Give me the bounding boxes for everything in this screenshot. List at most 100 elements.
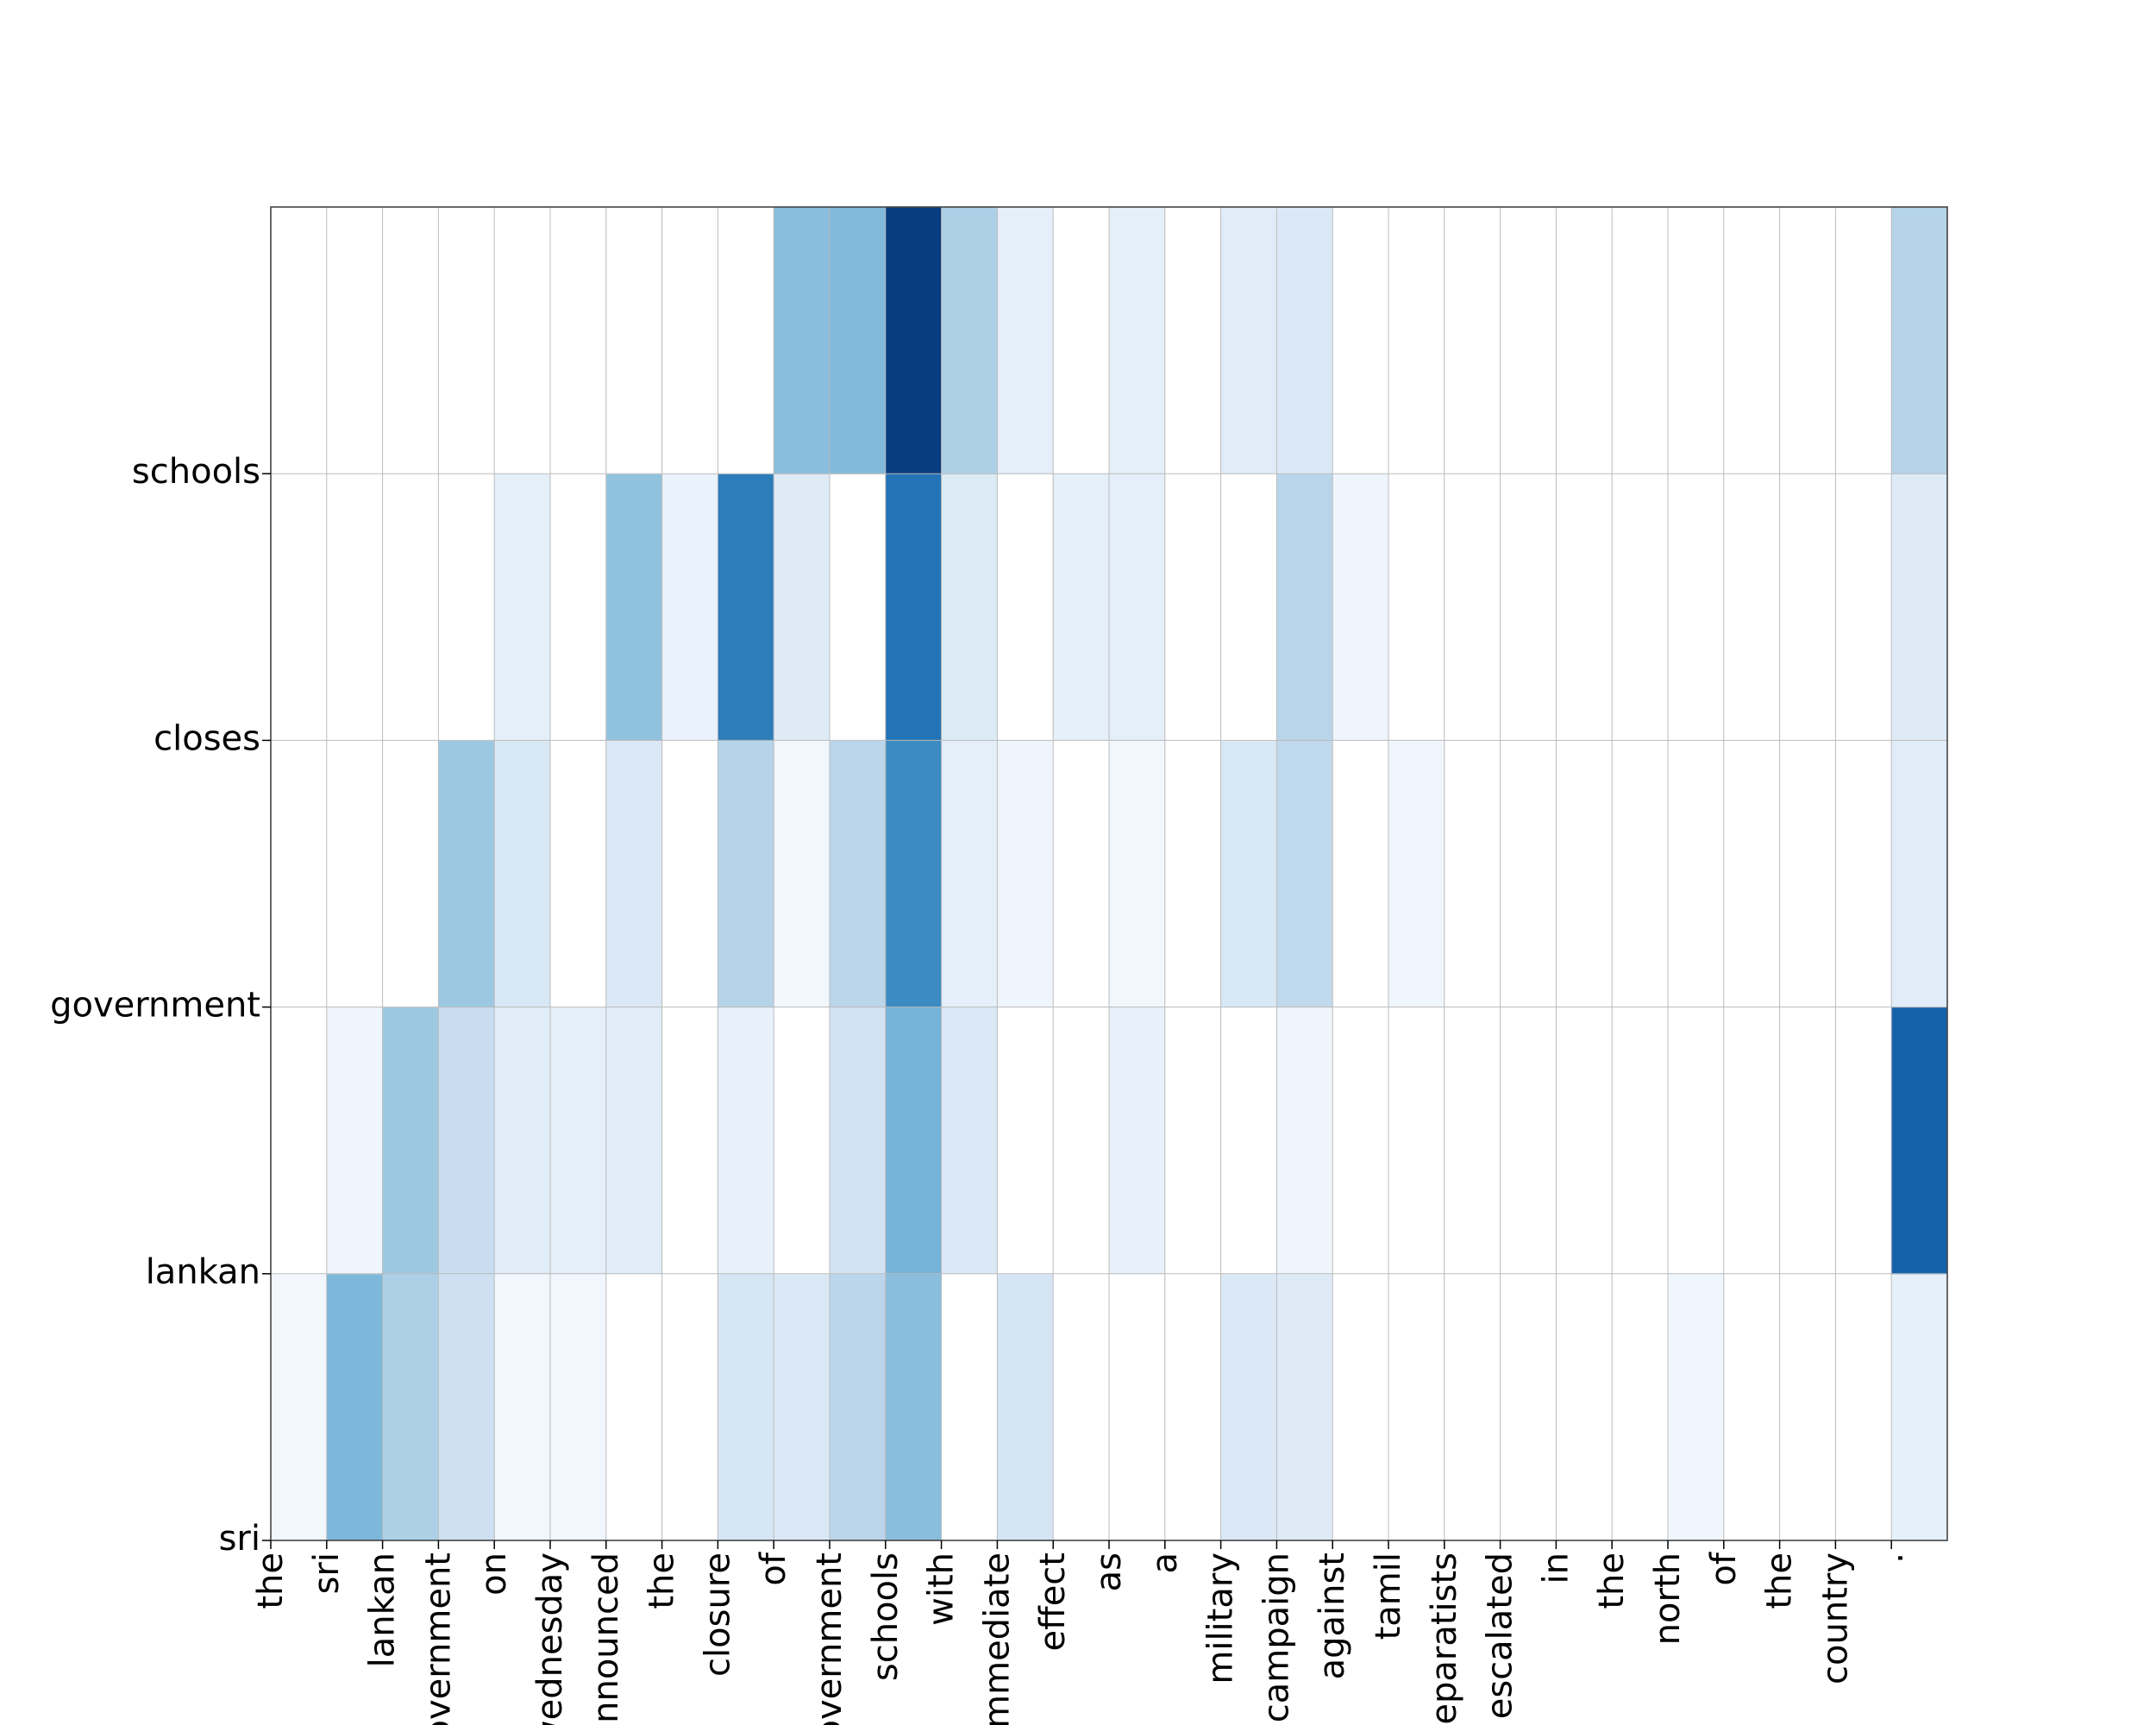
heatmap-cell [997,207,1054,474]
heatmap-cell [1835,474,1892,741]
heatmap-cell [494,207,551,474]
x-tick-label: announced [586,1552,626,1725]
heatmap-cell [885,1007,943,1275]
heatmap-cell [1332,474,1389,741]
heatmap-cell [1891,1007,1948,1275]
heatmap-cell [605,207,663,474]
x-tick-label: in [1536,1552,1576,1584]
heatmap-cell [830,740,887,1008]
heatmap-cell [774,1007,830,1275]
heatmap-cell [1276,474,1333,741]
x-tick-label: government [810,1552,849,1725]
heatmap-cell [1388,1007,1445,1275]
heatmap-cell [941,474,998,741]
x-tick-label: . [1871,1552,1911,1564]
heatmap-cell [1500,474,1557,741]
heatmap-cell [1612,1273,1669,1541]
heatmap-cell [1276,1273,1333,1541]
x-tick-label: military [1201,1552,1241,1684]
x-tick-label: of [754,1552,793,1585]
heatmap-cell [550,474,607,741]
y-axis: sri lankan government closes schools [50,452,271,1559]
heatmap-cell [1053,740,1110,1008]
heatmap-cell [1835,207,1892,474]
heatmap-cell [1668,474,1725,741]
heatmap-cell [1723,740,1781,1008]
heatmap-cell [1668,740,1725,1008]
heatmap-cell [326,1007,384,1275]
heatmap-cell [1835,740,1892,1008]
heatmap-cell [1835,1273,1892,1541]
x-tick-label: lankan [363,1552,403,1667]
heatmap-cell [1220,1007,1277,1275]
heatmap-cell [438,474,495,741]
heatmap-cell [326,474,384,741]
heatmap-cell [1388,1273,1445,1541]
x-tick-label: the [1760,1552,1800,1609]
heatmap-cell [718,1007,774,1275]
x-tick-label: sri [307,1552,347,1594]
heatmap-cell [1220,740,1277,1008]
x-tick-label: against [1313,1552,1352,1679]
heatmap-cell [1053,207,1110,474]
y-tick-label: lankan [146,1252,260,1292]
heatmap-cell [1891,740,1948,1008]
heatmap-cell [1444,207,1501,474]
heatmap-cell [1164,740,1222,1008]
heatmap-cell [1835,1007,1892,1275]
heatmap-cell [271,474,328,741]
heatmap-cell [271,207,328,474]
heatmap-cell [718,740,774,1008]
heatmap-cell [997,740,1054,1008]
heatmap-cell [830,1273,887,1541]
heatmap-cell [941,1273,998,1541]
heatmap-cell [1332,740,1389,1008]
heatmap-cell [550,740,607,1008]
heatmap-cell [1444,1273,1501,1541]
heatmap-cell [1164,207,1222,474]
heatmap-cell [438,1273,495,1541]
heatmap-cell [1164,1273,1222,1541]
x-tick-label: country [1815,1552,1855,1684]
heatmap-cell [997,1007,1054,1275]
heatmap-cell [494,1273,551,1541]
x-tick-label: the [1592,1552,1632,1609]
heatmap-cell [1723,1273,1781,1541]
heatmap-cell [830,1007,887,1275]
heatmap-cell [830,207,887,474]
heatmap-cell [1612,1007,1669,1275]
heatmap-cell [1723,1007,1781,1275]
heatmap-cell [885,740,943,1008]
heatmap-cell [774,1273,830,1541]
x-tick-label: government [418,1552,458,1725]
heatmap-cell [1220,207,1277,474]
heatmap-cell [774,740,830,1008]
grid-lines [270,206,1948,1541]
heatmap-cell [494,740,551,1008]
heatmap-cell [1109,1007,1166,1275]
heatmap-cell [661,740,718,1008]
heatmap-cell [1500,1273,1557,1541]
heatmap-cell [1723,474,1781,741]
heatmap-cell [605,740,663,1008]
x-tick-label: immediate [977,1552,1017,1725]
heatmap-cell [326,207,384,474]
x-tick-label: campaign [1257,1552,1296,1722]
heatmap-cell [1779,740,1836,1008]
heatmap-cell [830,474,887,741]
heatmap-cell [382,1273,439,1541]
heatmap-cell [1109,1273,1166,1541]
heatmap-cell [661,207,718,474]
heatmap-cell [605,474,663,741]
heatmap-cell [326,740,384,1008]
heatmap-cell [1276,207,1333,474]
heatmap-cell [1332,1273,1389,1541]
heatmap-cell [1891,474,1948,741]
heatmap-cell [382,474,439,741]
heatmap-cell [382,1007,439,1275]
heatmap-cell [1668,1007,1725,1275]
heatmap-cell [718,1273,774,1541]
heatmap-cell [1556,474,1613,741]
heatmap-cell [271,1273,328,1541]
heatmap-cell [661,474,718,741]
